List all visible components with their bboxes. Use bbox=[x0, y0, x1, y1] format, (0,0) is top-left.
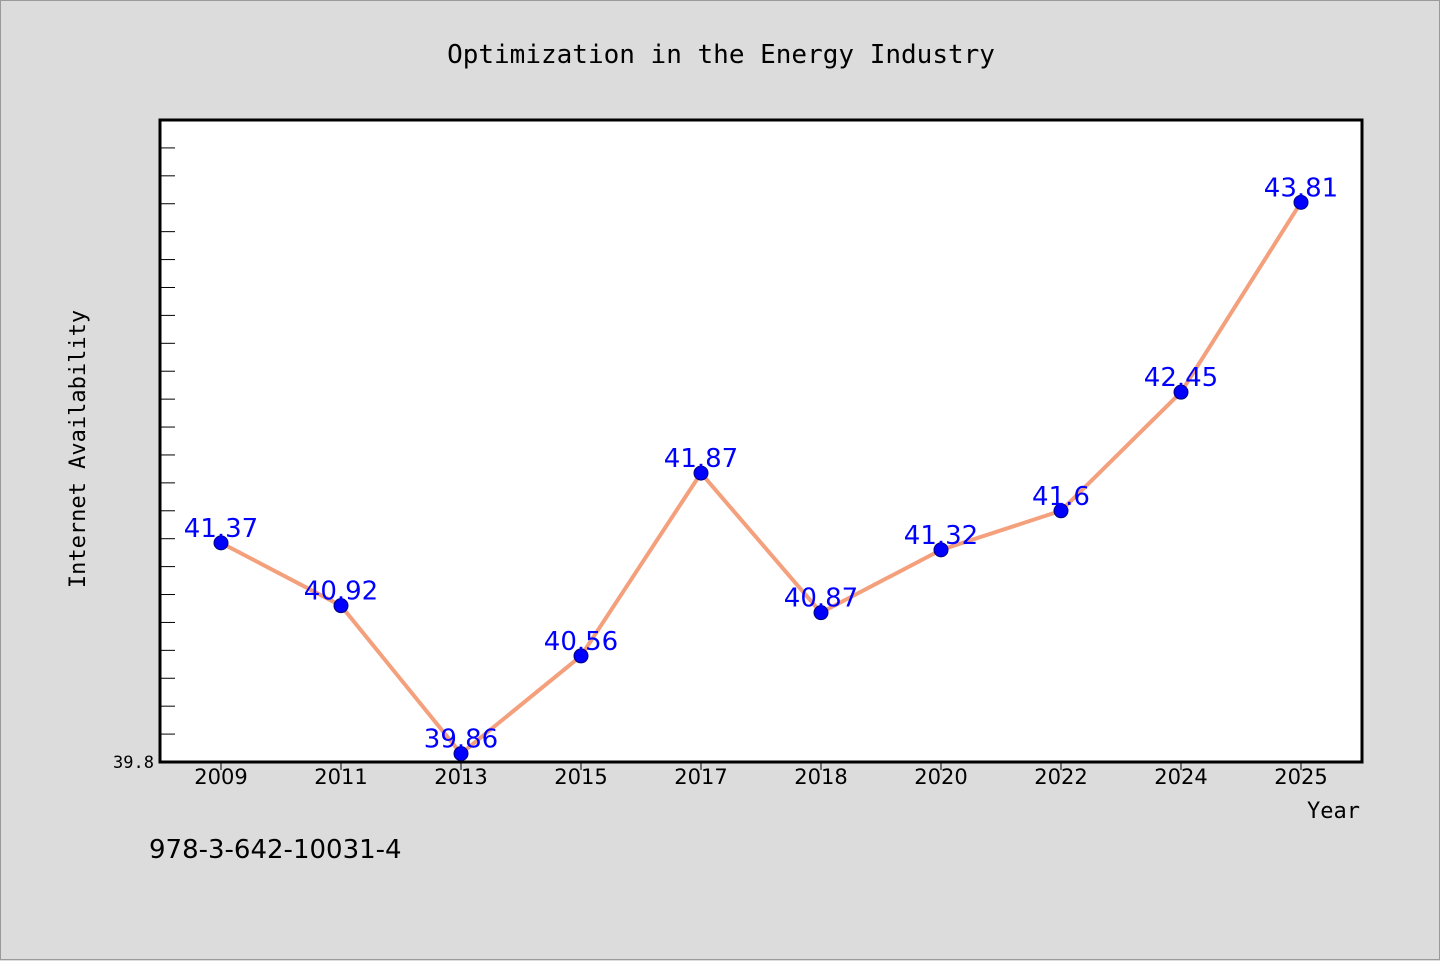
x-tick-labels: 2009 2011 2013 2015 2017 2018 2020 2022 2024 2025 bbox=[194, 765, 1327, 789]
x-axis-label: Year bbox=[1307, 799, 1360, 824]
data-label-2009: 41.37 bbox=[184, 514, 258, 544]
data-labels: 41.37 40.92 39.86 40.56 41.87 40.87 41.32 41.6 4… bbox=[184, 173, 1338, 754]
x-tick-label-2024: 2024 bbox=[1154, 765, 1207, 789]
data-point-2017 bbox=[693, 465, 709, 481]
x-tick-label-2017: 2017 bbox=[674, 765, 727, 789]
data-point-2015 bbox=[573, 648, 589, 664]
data-label-2018: 40.87 bbox=[784, 584, 858, 614]
x-tick-label-2011: 2011 bbox=[314, 765, 367, 789]
data-markers bbox=[213, 194, 1309, 762]
y-axis-minor-ticks bbox=[160, 119, 175, 763]
x-axis-ticks bbox=[220, 762, 1302, 770]
figure-label: 978-3-642-10031-4 bbox=[149, 835, 402, 865]
data-label-2017: 41.87 bbox=[664, 444, 738, 474]
y-tick-label: 39.8 bbox=[113, 753, 154, 773]
data-point-2009 bbox=[213, 535, 229, 551]
data-label-2025: 43.81 bbox=[1264, 173, 1338, 203]
x-tick-label-2022: 2022 bbox=[1034, 765, 1087, 789]
x-tick-label-2013: 2013 bbox=[434, 765, 487, 789]
data-point-2013 bbox=[453, 746, 469, 762]
data-label-2024: 42.45 bbox=[1144, 363, 1218, 393]
series-line bbox=[219, 200, 1303, 756]
data-label-2020: 41.32 bbox=[904, 521, 978, 551]
plot-area bbox=[158, 118, 1364, 764]
x-tick-label-2015: 2015 bbox=[554, 765, 607, 789]
data-point-2022 bbox=[1053, 503, 1069, 519]
x-tick-label-2018: 2018 bbox=[794, 765, 847, 789]
x-tick-label-2025: 2025 bbox=[1274, 765, 1327, 789]
data-label-2013: 39.86 bbox=[424, 725, 498, 755]
data-label-2011: 40.92 bbox=[304, 577, 378, 607]
x-tick-label-2009: 2009 bbox=[194, 765, 247, 789]
data-point-2011 bbox=[333, 598, 349, 614]
x-tick-label-2020: 2020 bbox=[914, 765, 967, 789]
y-axis-label: Internet Availability bbox=[66, 310, 91, 588]
data-label-2015: 40.56 bbox=[544, 627, 618, 657]
data-point-2025 bbox=[1293, 194, 1309, 210]
data-point-2018 bbox=[813, 605, 829, 621]
data-point-2024 bbox=[1173, 384, 1189, 400]
data-point-2020 bbox=[933, 542, 949, 558]
chart-title: Optimization in the Energy Industry bbox=[447, 40, 995, 70]
data-label-2022: 41.6 bbox=[1032, 482, 1090, 512]
